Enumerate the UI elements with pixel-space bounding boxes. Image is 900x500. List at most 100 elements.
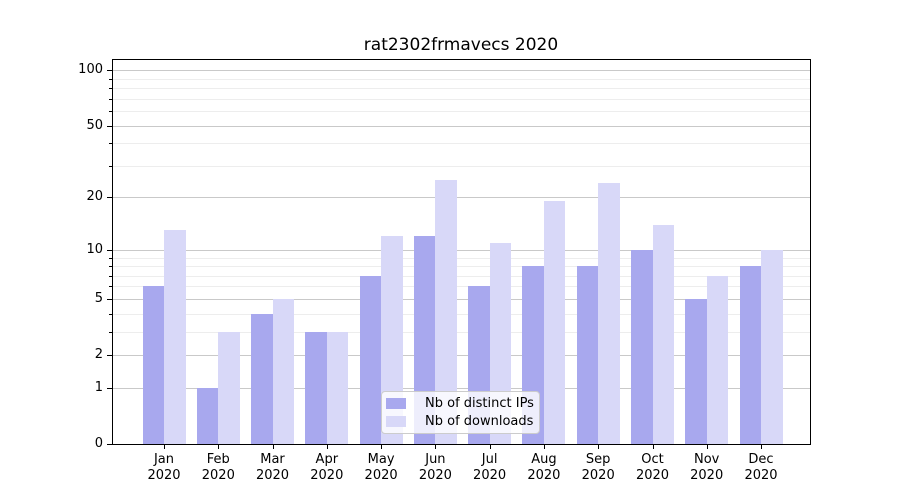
grid-line-minor [112,111,810,113]
x-tick-month: Jan [153,452,175,467]
x-tick-year: 2020 [255,468,290,483]
spine-bottom [112,444,811,445]
bar-downloads [652,224,674,444]
x-tick-label-nov: Nov 2020 [679,452,735,484]
bar-distinct-ips [142,286,164,444]
y-tick-label: 100 [78,62,103,78]
grid-line-minor [112,313,810,315]
x-tick-mark [706,445,708,449]
x-tick-label-may: May 2020 [353,452,409,484]
y-tick-label: 50 [86,117,103,133]
y-tick-label: 0 [94,436,103,451]
x-tick-mark [272,445,274,449]
x-tick-month: Aug [531,452,557,467]
grid-line-major [112,197,810,199]
x-tick-mark [761,445,762,449]
y-minor-tick-mark [109,78,112,80]
bar-distinct-ips [631,249,653,444]
x-tick-year: 2020 [418,468,452,483]
x-tick-mark [652,445,654,449]
grid-line-major [112,298,810,300]
x-tick-label-mar: Mar 2020 [245,452,301,484]
bar-downloads [218,331,240,444]
grid-line-minor [112,275,810,277]
x-tick-mark [435,445,437,449]
legend-label: Nb of downloads [425,414,534,430]
grid-line-major [112,355,810,356]
legend-swatch [386,416,406,428]
y-minor-tick-mark [109,331,112,333]
x-tick-mark [164,445,165,449]
bar-distinct-ips [305,331,327,444]
bar-downloads [272,298,294,444]
y-tick-mark [107,70,112,72]
y-tick-mark [107,298,112,300]
y-tick-label: 20 [86,189,103,205]
y-tick-mark [107,125,112,127]
x-tick-label-feb: Feb 2020 [190,452,246,484]
x-tick-month: Sep [585,452,611,467]
legend-entry: Nb of downloads [386,414,535,431]
spine-top [112,59,810,60]
bar-distinct-ips [739,266,761,444]
y-tick-mark [107,197,112,199]
x-tick-month: Feb [206,452,230,467]
x-tick-month: Jun [425,452,446,467]
bar-distinct-ips [685,298,707,444]
grid-line-major [112,125,810,127]
legend-entry: Nb of distinct IPs [386,395,535,412]
x-tick-year: 2020 [744,468,778,483]
x-tick-mark [381,445,383,449]
x-tick-year: 2020 [635,468,670,483]
y-tick-mark [107,355,112,356]
y-minor-tick-mark [109,88,112,90]
bar-downloads [326,331,349,444]
x-tick-month: Mar [260,452,285,467]
x-tick-label-jul: Jul 2020 [462,452,518,484]
grid-line-major [112,387,810,389]
y-minor-tick-mark [109,257,112,259]
y-minor-tick-mark [109,286,112,288]
grid-line-minor [112,78,810,80]
x-tick-year: 2020 [147,468,181,483]
x-tick-mark [543,445,545,449]
x-tick-year: 2020 [310,468,344,483]
y-minor-tick-mark [109,165,112,167]
y-minor-tick-mark [109,275,112,277]
x-tick-label-jun: Jun 2020 [407,452,463,484]
x-tick-label-dec: Dec 2020 [733,452,789,484]
plot-area [112,59,811,445]
grid-line-minor [112,165,810,167]
grid-line-minor [112,257,810,259]
bar-downloads [761,249,783,444]
y-tick-mark [107,387,112,389]
y-minor-tick-mark [109,313,112,315]
bar-downloads [706,275,729,444]
y-tick-mark [107,444,112,445]
x-tick-year: 2020 [581,468,615,483]
x-tick-label-jan: Jan 2020 [136,452,192,484]
bar-downloads [598,183,620,444]
y-tick-label: 5 [94,290,103,306]
x-tick-month: Nov [694,452,720,467]
y-minor-tick-mark [109,143,112,145]
legend-label: Nb of distinct IPs [425,395,534,411]
legend-swatch [386,397,406,409]
y-minor-tick-mark [109,98,112,100]
x-tick-month: Apr [315,452,339,467]
spine-left [112,59,113,444]
x-tick-label-oct: Oct 2020 [625,452,681,484]
x-tick-mark [598,445,600,449]
bar-downloads [164,230,186,444]
x-tick-mark [218,445,220,449]
x-tick-month: Oct [641,452,664,467]
y-tick-label: 10 [86,241,103,257]
x-tick-label-sep: Sep 2020 [570,452,626,484]
x-tick-year: 2020 [690,468,724,483]
x-tick-month: May [367,452,395,467]
x-tick-year: 2020 [473,468,507,483]
chart-title: rat2302frmavecs 2020 [363,35,559,55]
x-tick-year: 2020 [527,468,561,483]
bar-downloads [435,180,457,444]
